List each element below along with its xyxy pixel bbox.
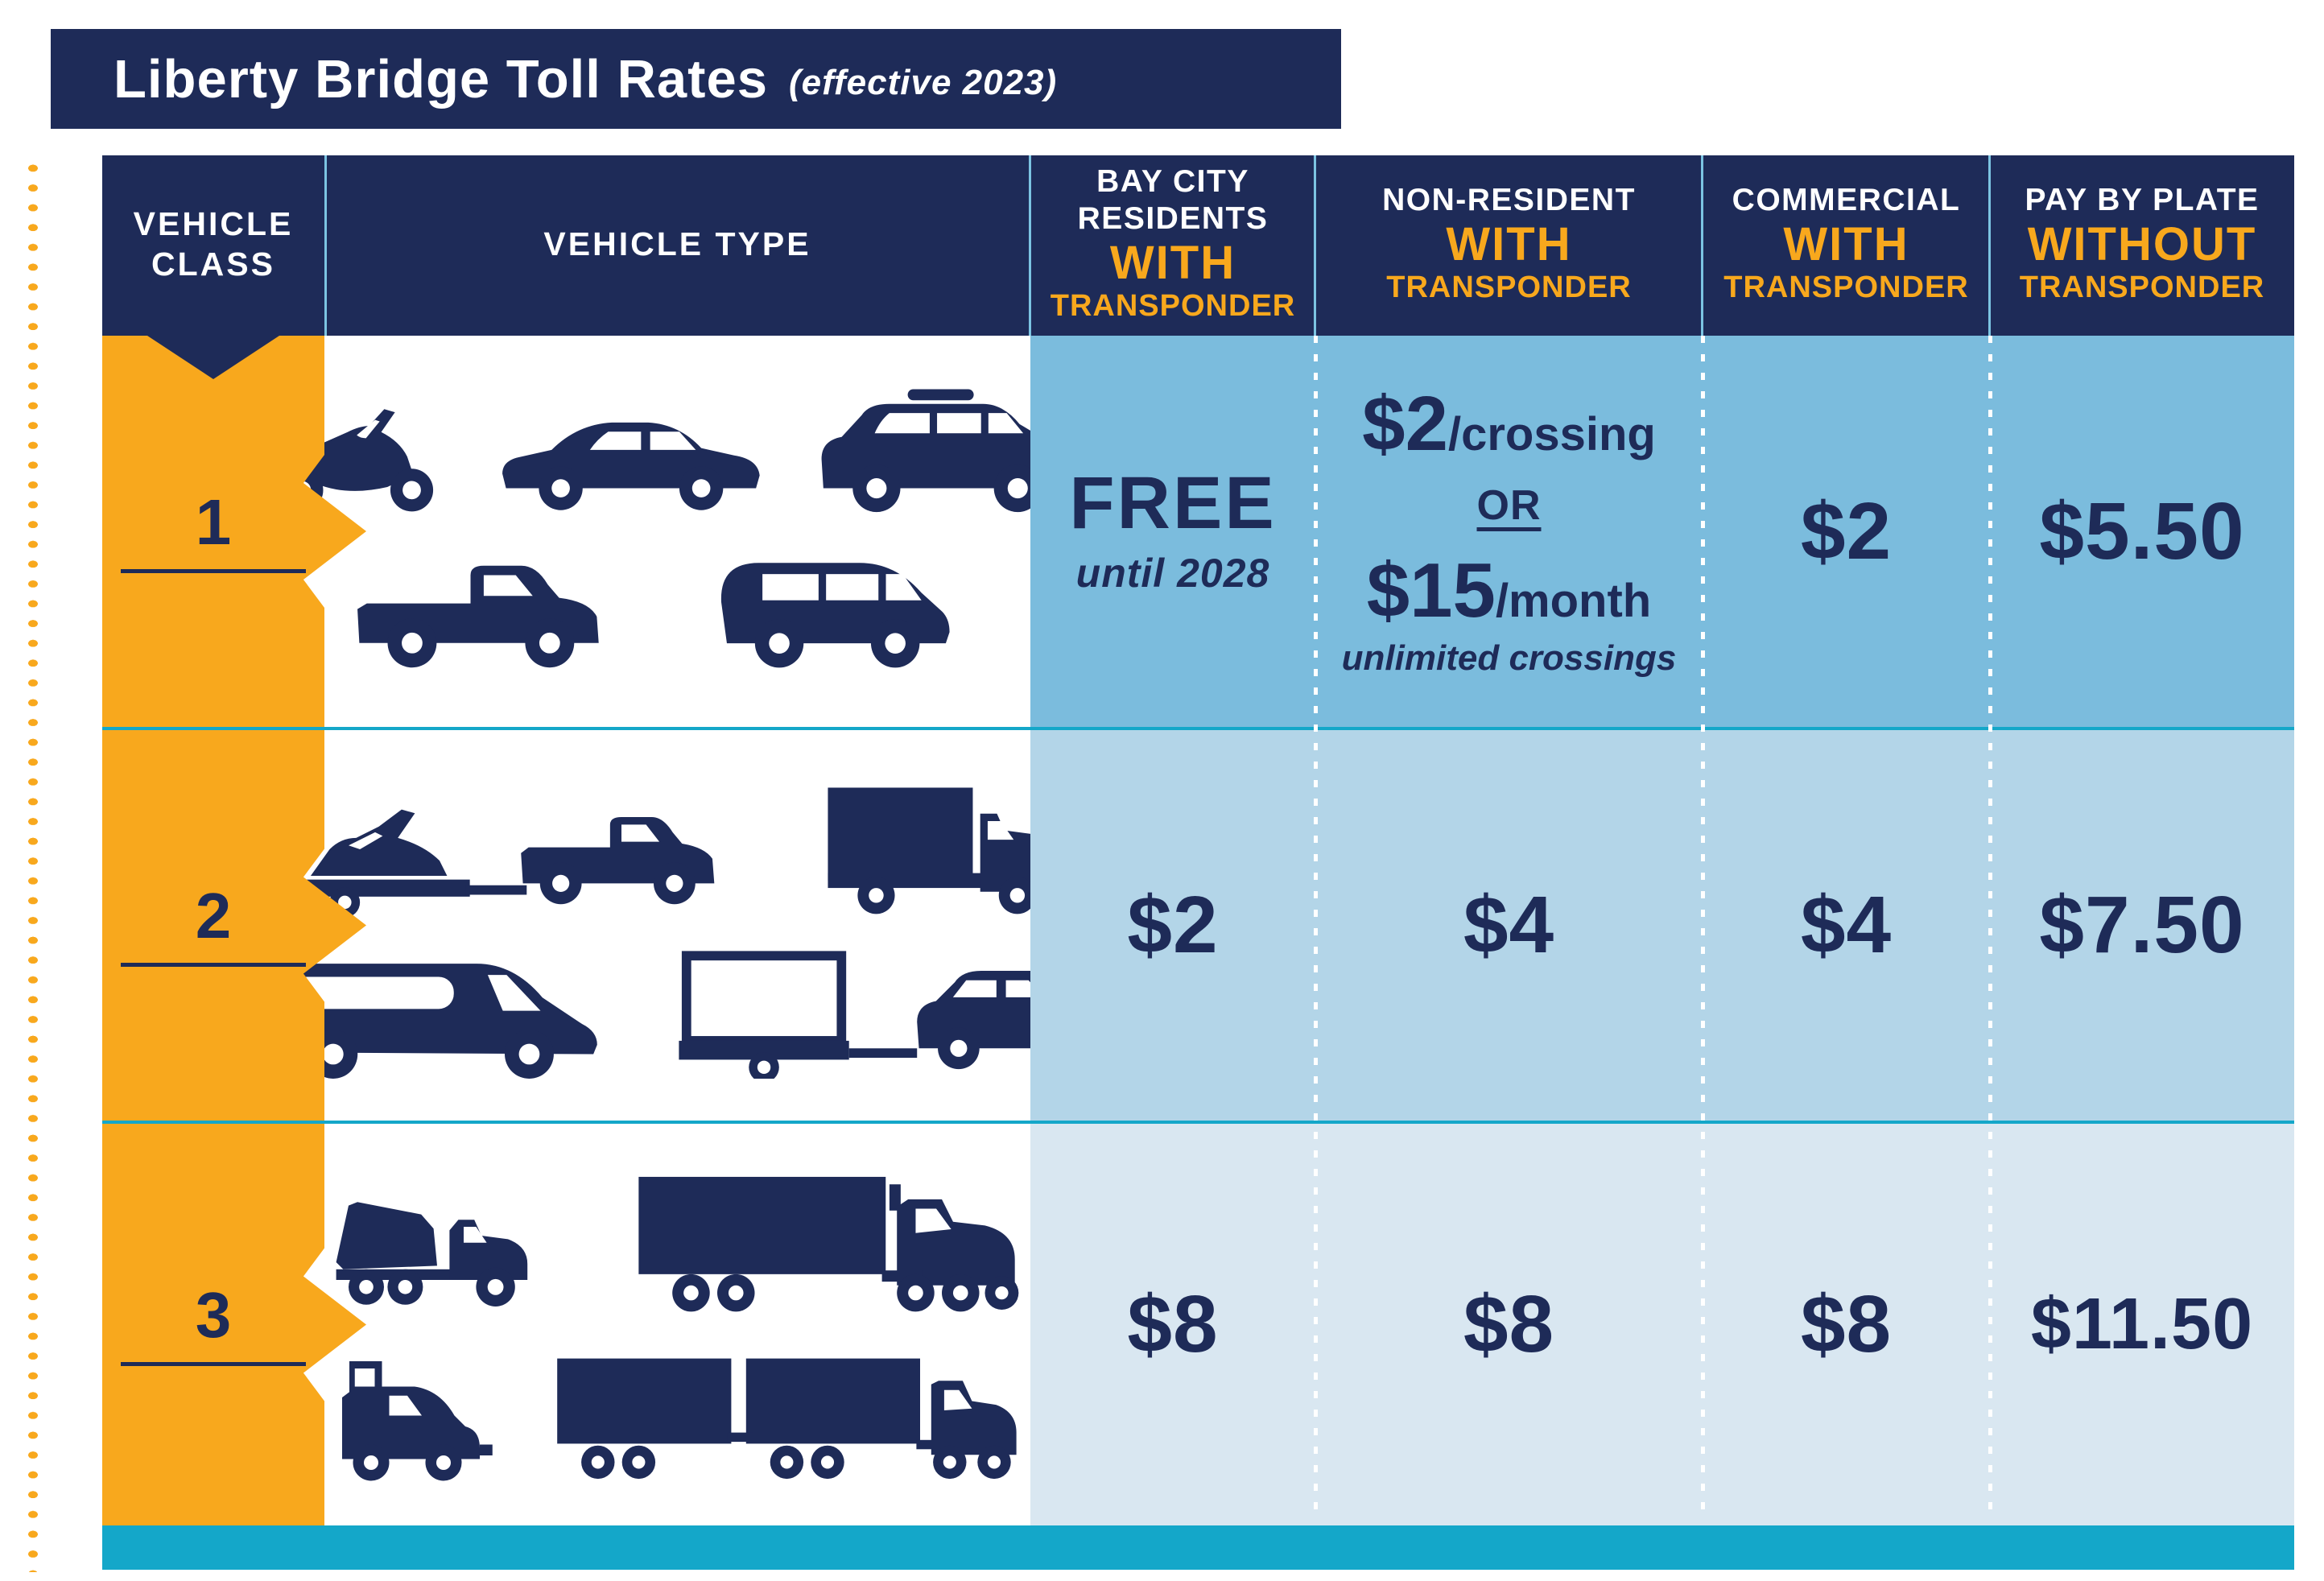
header-column-divider bbox=[1988, 155, 1991, 336]
vehicle-types-class-2 bbox=[257, 730, 1099, 1121]
page-title: Liberty Bridge Toll Rates bbox=[114, 48, 769, 109]
table-header-row: VEHICLE CLASS VEHICLE TYPE BAY CITY RESI… bbox=[102, 155, 2294, 336]
class-3-cell: 3 bbox=[102, 1124, 324, 1525]
rate-class2-bay-city: $2 bbox=[1030, 730, 1315, 1121]
class-arrow-shape bbox=[102, 336, 366, 727]
header-column-divider bbox=[1701, 155, 1703, 336]
pickup-truck-icon bbox=[357, 565, 599, 668]
rate-class1-commercial: $2 bbox=[1703, 336, 1990, 727]
class-underline bbox=[121, 963, 306, 967]
rate-class2-non-resident: $4 bbox=[1315, 730, 1703, 1121]
title-effective-date: (effective 2023) bbox=[789, 63, 1058, 102]
dump-truck-icon bbox=[336, 1201, 527, 1306]
rate-class1-non-resident: $2/crossing OR $15/month unlimited cross… bbox=[1315, 336, 1703, 727]
class-arrow-shape bbox=[102, 730, 366, 1121]
suv-with-roof-rack-icon bbox=[821, 389, 1076, 513]
dotted-column-divider bbox=[1988, 336, 1992, 1520]
class-arrow-shape bbox=[102, 1124, 366, 1525]
class-1-cell: 1 bbox=[102, 336, 324, 727]
table-row-class-2: 2 bbox=[102, 727, 2294, 1121]
rate-class3-bay-city: $8 bbox=[1030, 1124, 1315, 1525]
truck-cab-icon bbox=[341, 1360, 493, 1480]
title-bar: Liberty Bridge Toll Rates (effective 202… bbox=[51, 29, 1341, 129]
bottom-accent-bar bbox=[102, 1525, 2294, 1570]
header-column-divider bbox=[324, 155, 327, 336]
minivan-icon bbox=[720, 563, 950, 668]
header-pay-by-plate: PAY BY PLATE WITHOUT TRANSPONDER bbox=[2019, 183, 2265, 305]
table-row-class-1: 1 bbox=[102, 336, 2294, 727]
rate-class1-bay-city: FREE until 2028 bbox=[1030, 336, 1315, 727]
dotted-column-divider bbox=[1701, 336, 1705, 1520]
class-number: 1 bbox=[195, 485, 232, 558]
class-underline bbox=[121, 568, 306, 573]
box-truck-icon bbox=[827, 786, 1055, 914]
rate-class3-pay-by-plate: $11.50 bbox=[1990, 1124, 2294, 1525]
dotted-column-divider bbox=[1314, 336, 1318, 1520]
header-column-divider bbox=[1314, 155, 1316, 336]
toll-rates-table: VEHICLE CLASS VEHICLE TYPE BAY CITY RESI… bbox=[102, 155, 2294, 1570]
double-trailer-truck-icon bbox=[556, 1358, 1017, 1479]
header-non-resident: NON-RESIDENT WITH TRANSPONDER bbox=[1382, 183, 1636, 305]
class-number: 3 bbox=[195, 1279, 232, 1351]
sedan-icon bbox=[502, 422, 760, 510]
pickup-truck-towing-jet-ski-trailer-icon bbox=[295, 809, 714, 918]
class-2-cell: 2 bbox=[102, 730, 324, 1121]
header-vehicle-class: VEHICLE CLASS bbox=[133, 204, 294, 283]
class-underline bbox=[121, 1362, 306, 1366]
table-row-class-3: 3 bbox=[102, 1121, 2294, 1525]
header-commercial: COMMERCIAL WITH TRANSPONDER bbox=[1723, 183, 1969, 305]
dotted-border-decoration bbox=[24, 159, 42, 1572]
header-bay-city-residents: BAY CITY RESIDENTS WITH TRANSPONDER bbox=[1050, 164, 1296, 324]
rate-class3-non-resident: $8 bbox=[1315, 1124, 1703, 1525]
semi-trailer-truck-icon bbox=[638, 1176, 1018, 1311]
rate-class1-pay-by-plate: $5.50 bbox=[1990, 336, 2294, 727]
header-column-divider bbox=[1029, 155, 1031, 336]
vehicle-types-class-1 bbox=[279, 336, 1076, 727]
class-number: 2 bbox=[195, 880, 232, 951]
rate-class2-pay-by-plate: $7.50 bbox=[1990, 730, 2294, 1121]
rate-class2-commercial: $4 bbox=[1703, 730, 1990, 1121]
suv-towing-box-trailer-icon bbox=[678, 950, 1099, 1079]
header-vehicle-type: VEHICLE TYPE bbox=[543, 225, 811, 262]
rate-class3-commercial: $8 bbox=[1703, 1124, 1990, 1525]
vehicle-types-class-3 bbox=[324, 1124, 1030, 1525]
